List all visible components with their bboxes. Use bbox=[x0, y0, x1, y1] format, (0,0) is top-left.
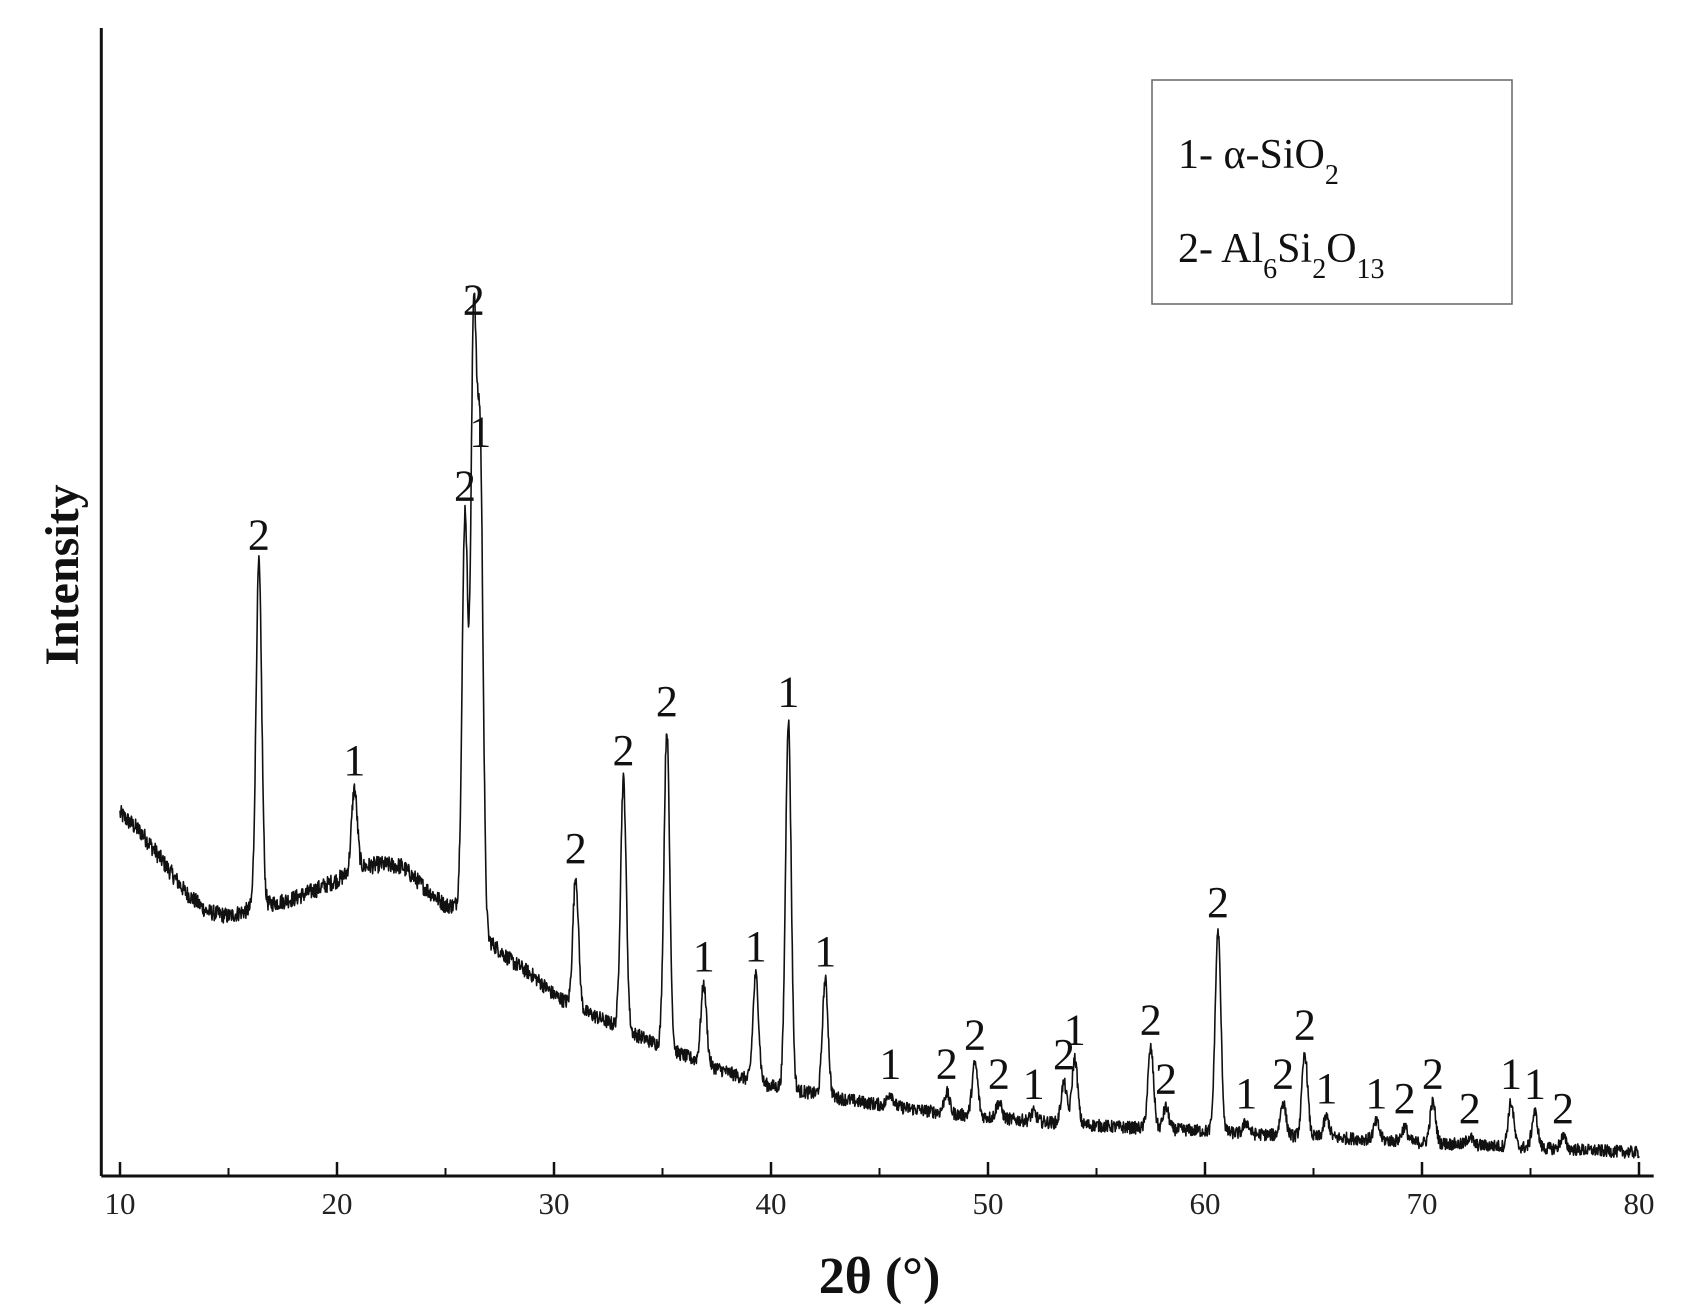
peak-label: 2 bbox=[964, 1010, 986, 1059]
peak-label: 2 bbox=[656, 677, 678, 726]
peak-label: 2 bbox=[565, 824, 587, 873]
peak-label: 2 bbox=[1552, 1084, 1574, 1133]
peak-label: 1 bbox=[1365, 1069, 1387, 1118]
x-tick-label: 40 bbox=[756, 1186, 787, 1221]
peak-label: 1 bbox=[1023, 1059, 1045, 1108]
peak-label: 2 bbox=[612, 726, 634, 775]
x-tick-label: 20 bbox=[322, 1186, 353, 1221]
peak-label: 1 bbox=[693, 932, 715, 981]
peak-label: 1 bbox=[343, 736, 365, 785]
legend-element: O bbox=[1326, 226, 1356, 272]
diffraction-pattern-line bbox=[119, 292, 1640, 1159]
legend-element: Si bbox=[1277, 226, 1312, 272]
peak-label: 2 bbox=[1294, 1001, 1316, 1050]
peak-label: 2 bbox=[1459, 1084, 1481, 1133]
peak-label: 1 bbox=[1500, 1050, 1522, 1099]
legend-subscript: 13 bbox=[1357, 254, 1385, 285]
peak-label: 1 bbox=[777, 667, 799, 716]
peak-label: 2 bbox=[988, 1050, 1010, 1099]
x-tick-label: 50 bbox=[973, 1186, 1004, 1221]
x-tick-label: 80 bbox=[1624, 1186, 1655, 1221]
x-tick-label: 60 bbox=[1190, 1186, 1221, 1221]
legend-subscript: 2 bbox=[1325, 160, 1339, 191]
peak-label: 2 bbox=[248, 511, 270, 560]
peak-label: 2 bbox=[1272, 1050, 1294, 1099]
x-tick-label: 10 bbox=[105, 1186, 136, 1221]
peak-label: 1 bbox=[469, 408, 491, 457]
peak-label: 1 bbox=[745, 922, 767, 971]
peak-label: 1 bbox=[814, 927, 836, 976]
x-tick-label: 30 bbox=[539, 1186, 570, 1221]
peak-label: 2 bbox=[1053, 1030, 1075, 1079]
x-tick-label: 70 bbox=[1407, 1186, 1438, 1221]
peak-label: 2 bbox=[454, 462, 476, 511]
peak-label: 1 bbox=[1316, 1064, 1338, 1113]
x-axis-title: 2θ (°) bbox=[819, 1248, 941, 1305]
y-axis-title: Intensity bbox=[36, 484, 89, 665]
peak-label: 2 bbox=[1207, 878, 1229, 927]
peak-label: 2 bbox=[1422, 1050, 1444, 1099]
peak-label: 2 bbox=[936, 1040, 958, 1089]
peak-label: 2 bbox=[1394, 1074, 1416, 1123]
peak-label: 1 bbox=[1064, 1005, 1086, 1054]
peak-label: 2 bbox=[1140, 996, 1162, 1045]
axes bbox=[99, 28, 1654, 1178]
x-axis-ticks: 10 20 30 40 50 60 70 80 bbox=[105, 1162, 1655, 1221]
peak-label: 1 bbox=[1235, 1069, 1257, 1118]
legend-subscript: 6 bbox=[1263, 254, 1277, 285]
legend-subscript: 2 bbox=[1312, 254, 1326, 285]
peak-label: 1 bbox=[1524, 1059, 1546, 1108]
peak-label: 2 bbox=[1155, 1054, 1177, 1103]
peak-label: 1 bbox=[879, 1040, 901, 1089]
legend-box bbox=[1151, 79, 1513, 305]
peak-label: 2 bbox=[463, 275, 485, 324]
